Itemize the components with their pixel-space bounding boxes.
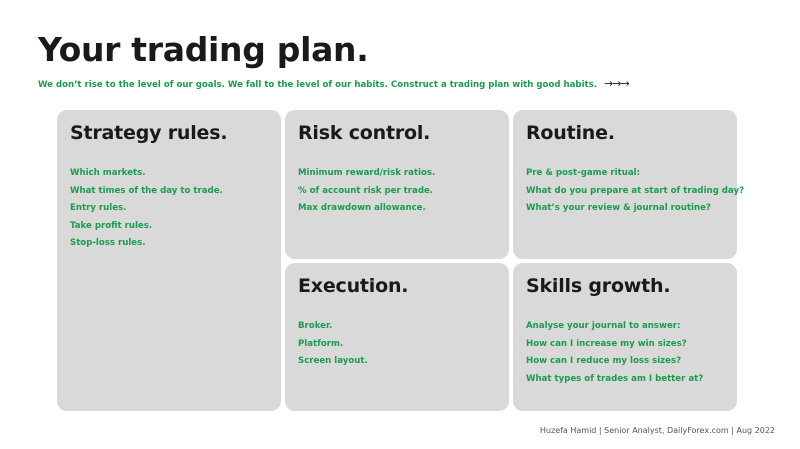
list-item: What’s your review & journal routine?	[526, 203, 711, 214]
list-item: Take profit rules.	[70, 220, 153, 231]
list-item: Pre & post-game ritual:	[526, 168, 641, 178]
subtitle: We don’t rise to the level of our goals.…	[38, 77, 630, 92]
card-list: Which markets. What times of the day to …	[70, 165, 268, 253]
card-routine: Routine. Pre & post-game ritual: What do…	[513, 110, 745, 259]
list-item: Minimum reward/risk ratios.	[298, 168, 436, 178]
card-strategy-rules: Strategy rules. Which markets. What time…	[57, 110, 281, 411]
list-item: How can I increase my win sizes?	[526, 338, 687, 349]
list-item: Analyse your journal to answer:	[526, 321, 681, 331]
list-item: What types of trades am I better at?	[526, 373, 704, 384]
card-execution: Execution. Broker. Platform. Screen layo…	[285, 263, 509, 411]
page-title: Your trading plan.	[38, 30, 369, 69]
card-list: Pre & post-game ritual: What do you prep…	[526, 165, 745, 218]
list-item: What do you prepare at start of trading …	[526, 185, 745, 196]
card-title: Execution.	[298, 275, 409, 297]
card-list: Broker. Platform. Screen layout.	[298, 318, 496, 371]
list-item: % of account risk per trade.	[298, 185, 434, 196]
card-list: Minimum reward/risk ratios. % of account…	[298, 165, 496, 218]
footer-credit: Huzefa Hamid | Senior Analyst, DailyFore…	[539, 426, 775, 435]
card-title: Skills growth.	[526, 275, 671, 297]
card-title: Routine.	[526, 122, 615, 144]
list-item: Max drawdown allowance.	[298, 203, 426, 214]
list-item: Stop-loss rules.	[70, 238, 146, 249]
arrows-icon: →→→	[604, 77, 630, 90]
subtitle-text: We don’t rise to the level of our goals.…	[38, 80, 598, 90]
list-item: Which markets.	[70, 168, 146, 178]
list-item: Broker.	[298, 321, 333, 331]
card-skills-growth: Skills growth. Analyse your journal to a…	[513, 263, 737, 411]
list-item: Screen layout.	[298, 356, 368, 367]
list-item: What times of the day to trade.	[70, 185, 223, 196]
card-title: Risk control.	[298, 122, 431, 144]
card-risk-control: Risk control. Minimum reward/risk ratios…	[285, 110, 509, 259]
list-item: How can I reduce my loss sizes?	[526, 356, 682, 367]
list-item: Platform.	[298, 338, 344, 349]
card-list: Analyse your journal to answer: How can …	[526, 318, 724, 388]
card-title: Strategy rules.	[70, 122, 228, 144]
list-item: Entry rules.	[70, 203, 127, 214]
